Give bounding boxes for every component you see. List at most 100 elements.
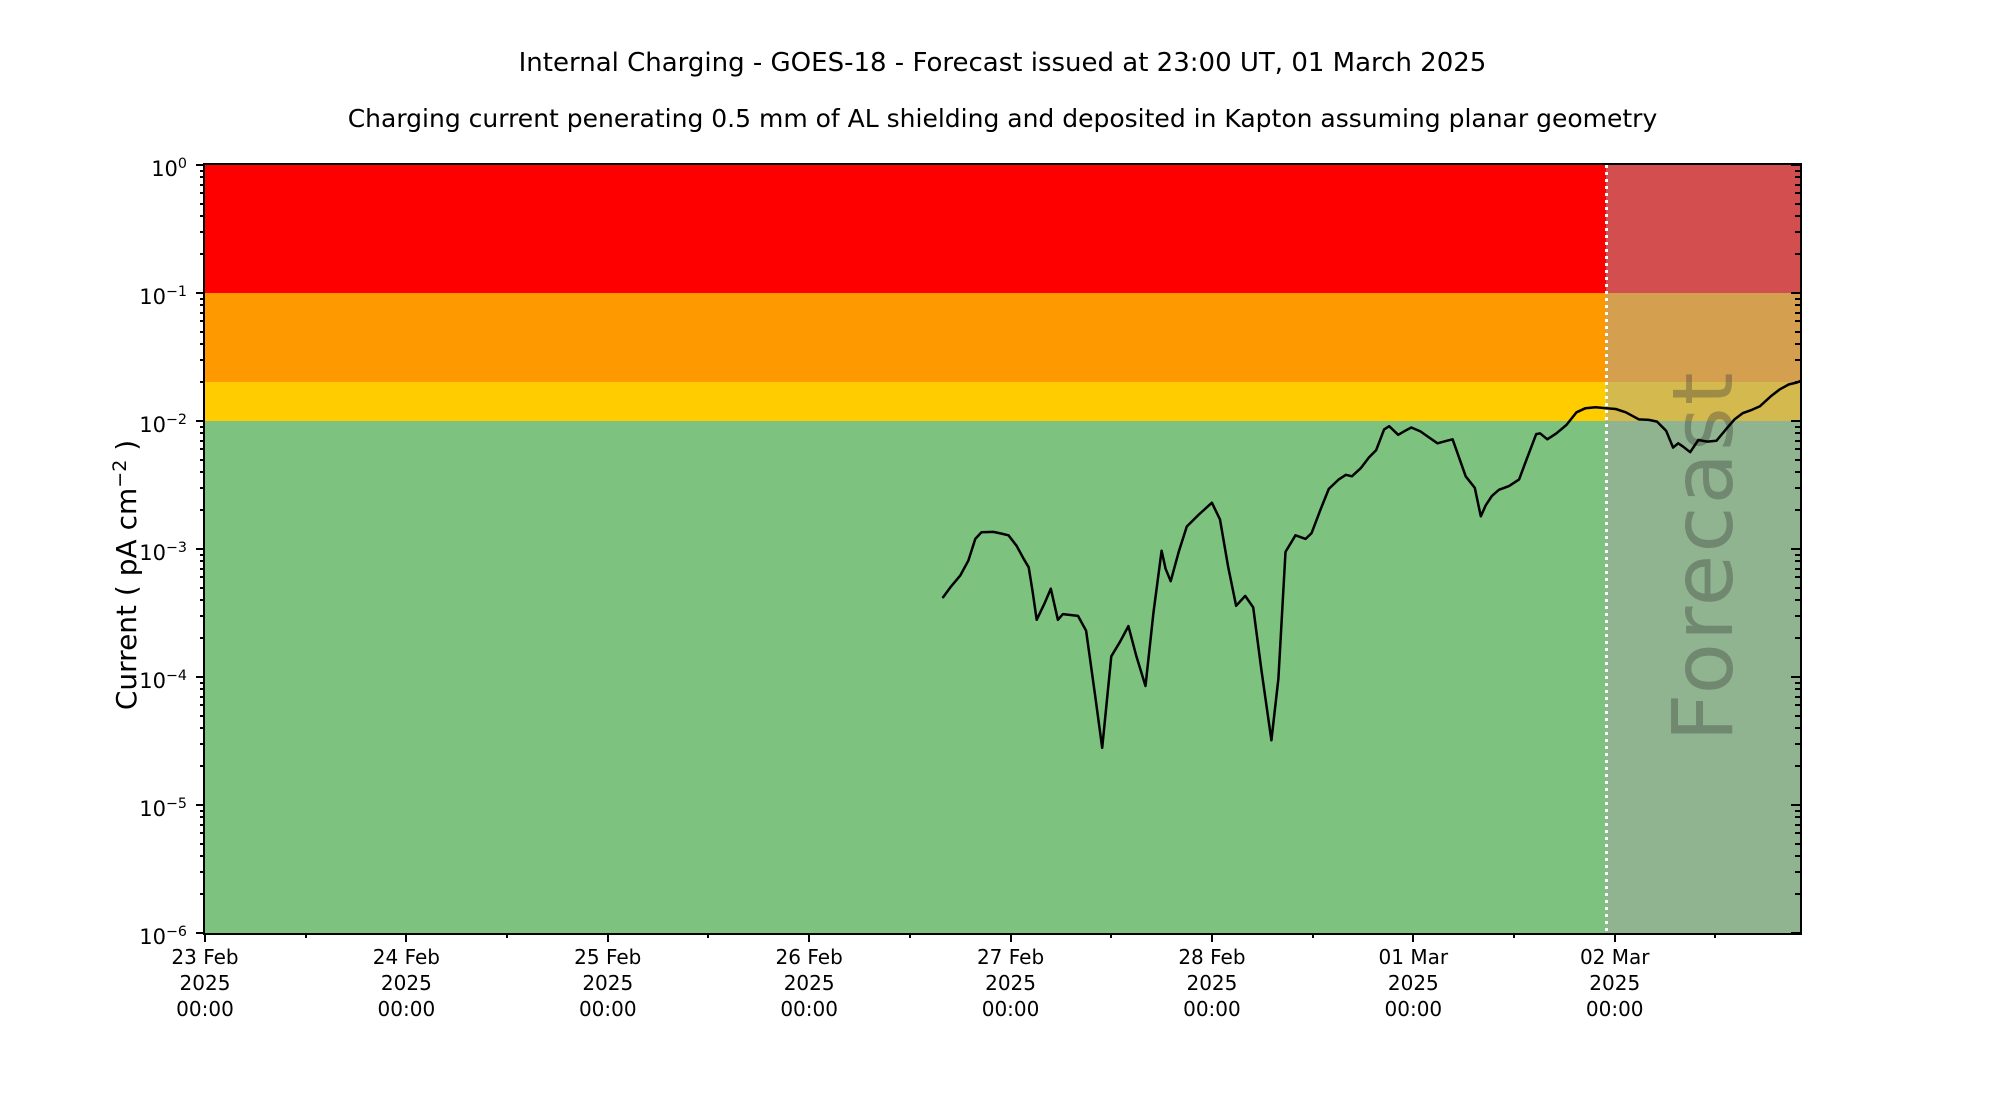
y-minor-tick [200,823,205,826]
x-tick-label: 25 Feb 2025 00:00 [574,945,642,1021]
axis-ticks [196,164,1800,942]
y-major-tick [196,292,205,294]
y-minor-tick-right [1795,192,1800,195]
y-minor-tick [200,297,205,300]
y-minor-tick-right [1795,842,1800,845]
y-minor-tick-right [1795,567,1800,570]
y-minor-tick [200,567,205,570]
y-axis-label-exponent: −2 [108,459,131,488]
y-minor-tick [200,553,205,556]
x-tick-label: 01 Mar 2025 00:00 [1378,945,1449,1021]
y-minor-tick-right [1795,816,1800,819]
y-axis-label-close: ) [110,439,144,460]
plot-area: Forecast 100 10−1 10−2 10−3 10−4 10−5 10−6 23 F… [139,156,1802,1021]
y-minor-tick-right [1795,320,1800,323]
y-minor-tick [200,576,205,579]
x-minor-tick [1311,933,1314,938]
y-minor-tick-right [1795,169,1800,172]
y-tick-label: 100 [151,156,187,181]
x-major-tick [405,933,408,942]
y-minor-tick-right [1795,681,1800,684]
y-minor-tick-right [1795,311,1800,314]
y-major-tick-right [1791,292,1800,294]
y-minor-tick-right [1795,726,1800,729]
y-minor-tick-right [1795,330,1800,333]
y-major-tick-right [1791,548,1800,550]
y-minor-tick [200,714,205,717]
y-minor-tick-right [1795,823,1800,826]
y-tick-label: 10−5 [139,796,187,821]
y-major-tick [196,164,205,166]
y-minor-tick-right [1795,598,1800,601]
y-minor-tick-right [1795,854,1800,857]
y-minor-tick-right [1795,470,1800,473]
y-minor-tick-right [1795,183,1800,186]
y-minor-tick [200,425,205,428]
forecast-start-line [1604,165,1608,933]
y-minor-tick [200,726,205,729]
x-tick-label: 23 Feb 2025 00:00 [171,945,239,1021]
y-major-tick-right [1791,420,1800,422]
y-minor-tick [200,486,205,489]
y-minor-tick-right [1795,176,1800,179]
y-minor-tick-right [1795,297,1800,300]
y-tick-label: 10−2 [139,412,187,437]
y-minor-tick [200,842,205,845]
y-minor-tick [200,183,205,186]
y-minor-tick [200,176,205,179]
y-minor-tick-right [1795,439,1800,442]
y-minor-tick-right [1795,381,1800,384]
risk-band-yellow [205,382,1800,421]
y-minor-tick-right [1795,230,1800,233]
chart-subtitle: Charging current penerating 0.5 mm of AL… [347,104,1658,133]
y-minor-tick [200,432,205,435]
y-minor-tick [200,637,205,640]
y-minor-tick-right [1795,704,1800,707]
y-minor-tick [200,614,205,617]
y-minor-tick [200,169,205,172]
y-minor-tick-right [1795,742,1800,745]
x-major-tick [606,933,609,942]
y-major-tick-right [1791,932,1800,934]
x-tick-label: 28 Feb 2025 00:00 [1178,945,1246,1021]
x-tick-label: 26 Feb 2025 00:00 [775,945,843,1021]
y-minor-tick-right [1795,214,1800,217]
risk-band-orange [205,293,1800,383]
y-minor-tick-right [1795,586,1800,589]
y-minor-tick [200,765,205,768]
risk-band-red [205,165,1800,293]
y-minor-tick [200,695,205,698]
risk-band-green [205,421,1800,933]
y-minor-tick-right [1795,448,1800,451]
y-minor-tick [200,311,205,314]
y-minor-tick [200,358,205,361]
y-minor-tick [200,342,205,345]
y-tick-label: 10−6 [139,924,187,949]
y-tick-label: 10−1 [139,284,187,309]
y-minor-tick [200,809,205,812]
y-minor-tick [200,560,205,563]
x-minor-tick [304,933,307,938]
forecast-overlay [1606,165,1800,933]
y-minor-tick-right [1795,342,1800,345]
y-minor-tick-right [1795,688,1800,691]
y-minor-tick [200,509,205,512]
y-minor-tick-right [1795,765,1800,768]
x-minor-tick [1110,933,1113,938]
x-major-tick [808,933,811,942]
y-tick-label: 10−4 [139,668,187,693]
y-minor-tick [200,688,205,691]
x-tick-label: 24 Feb 2025 00:00 [372,945,440,1021]
y-minor-tick-right [1795,809,1800,812]
y-minor-tick-right [1795,695,1800,698]
y-minor-tick-right [1795,509,1800,512]
risk-bands [205,165,1800,933]
y-minor-tick [200,330,205,333]
y-minor-tick-right [1795,432,1800,435]
y-minor-tick [200,230,205,233]
x-major-tick [204,933,206,942]
y-minor-tick-right [1795,486,1800,489]
y-minor-tick-right [1795,458,1800,461]
y-minor-tick [200,893,205,896]
